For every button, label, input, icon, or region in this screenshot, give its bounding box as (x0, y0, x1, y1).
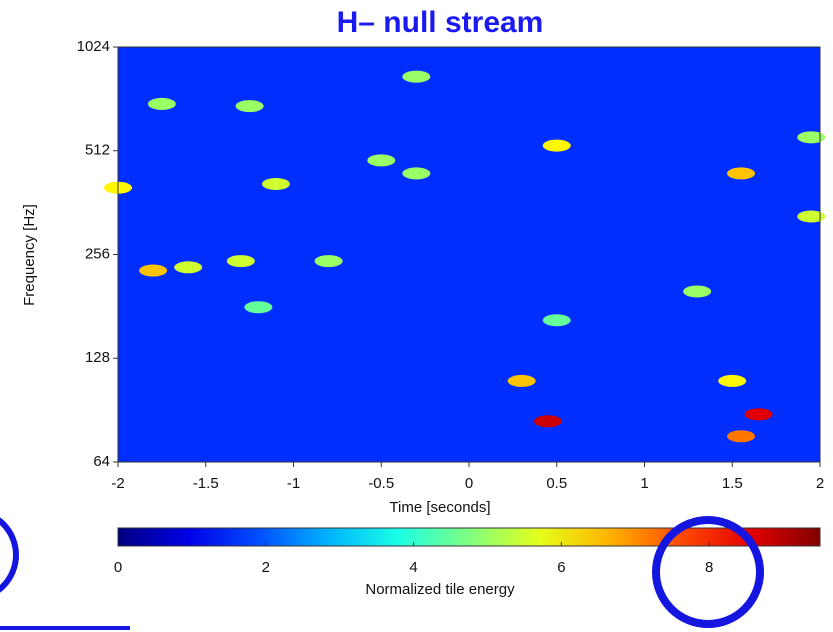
tile (797, 131, 826, 144)
tile (402, 70, 431, 83)
tile (683, 285, 712, 298)
tile (797, 210, 826, 223)
y-tick-label: 64 (93, 453, 110, 470)
x-tick-label: 2 (816, 475, 824, 492)
chart-title: H– null stream (337, 6, 544, 39)
x-tick-label: -0.5 (368, 475, 394, 492)
y-axis-label: Frequency [Hz] (21, 204, 38, 306)
tile (174, 261, 203, 274)
tile (235, 100, 264, 113)
x-tick-label: -1.5 (193, 475, 219, 492)
tile (139, 264, 168, 277)
tile (542, 139, 571, 152)
tile (727, 430, 756, 443)
tile (314, 255, 343, 268)
tile (402, 167, 431, 180)
tile (367, 154, 396, 167)
highlight-circle (652, 516, 764, 628)
tile (727, 167, 756, 180)
x-tick-label: 1.5 (722, 475, 743, 492)
tile (226, 255, 255, 268)
y-tick-label: 1024 (77, 38, 110, 55)
tiles (104, 70, 826, 443)
colorbar-tick-label: 0 (114, 559, 122, 576)
colorbar (117, 527, 821, 547)
x-axis-label: Time [seconds] (389, 499, 490, 516)
tile (533, 415, 562, 428)
tile (718, 374, 747, 387)
tile (542, 314, 571, 327)
y-tick-label: 512 (85, 142, 110, 159)
y-tick-label: 128 (85, 349, 110, 366)
y-tick-label: 256 (85, 245, 110, 262)
x-tick-label: 0 (465, 475, 473, 492)
x-tick-label: -2 (111, 475, 124, 492)
tile (507, 374, 536, 387)
tile (261, 178, 290, 191)
colorbar-tick-label: 4 (409, 559, 417, 576)
partial-circle (0, 517, 19, 593)
colorbar-tick-label: 8 (705, 559, 713, 576)
colorbar-label: Normalized tile energy (365, 581, 515, 598)
tile (147, 97, 176, 110)
tile (744, 408, 773, 421)
x-tick-label: 0.5 (546, 475, 567, 492)
x-tick-label: -1 (287, 475, 300, 492)
colorbar-tick-label: 2 (262, 559, 270, 576)
tile (244, 301, 273, 314)
plot-background (118, 47, 820, 462)
colorbar-tick-label: 6 (557, 559, 565, 576)
x-tick-label: 1 (640, 475, 648, 492)
